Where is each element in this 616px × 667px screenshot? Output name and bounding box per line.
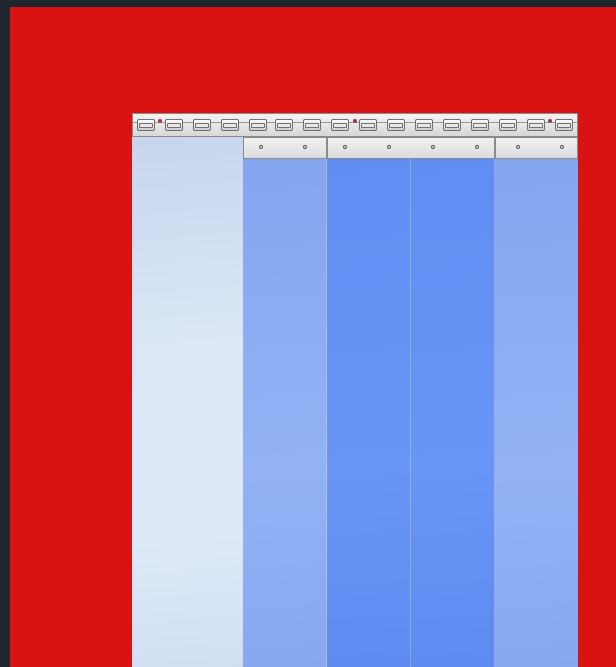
plate-hole	[560, 145, 564, 149]
image-canvas	[10, 7, 616, 667]
rail-clip	[527, 119, 545, 131]
rail-clip	[443, 119, 461, 131]
plate-hole	[259, 145, 263, 149]
window-frame-left	[0, 0, 10, 667]
rail-clip	[415, 119, 433, 131]
hanger-plate	[243, 137, 327, 159]
mounting-rail	[132, 113, 578, 137]
rail-clip	[303, 119, 321, 131]
plate-hole	[475, 145, 479, 149]
rail-clip	[275, 119, 293, 131]
plate-hole	[431, 145, 435, 149]
curtain-strip-blue	[327, 159, 411, 667]
hanger-plate	[495, 137, 578, 159]
plate-hole	[387, 145, 391, 149]
window-frame-top	[0, 0, 616, 7]
rail-clip	[165, 119, 183, 131]
curtain-strip-light-blue	[243, 159, 327, 667]
rail-clip	[221, 119, 239, 131]
plate-hole	[303, 145, 307, 149]
curtain-strip-light-blue	[495, 159, 578, 667]
strip-curtain-illustration	[132, 113, 578, 667]
rail-screw	[158, 119, 162, 123]
hanger-plate	[327, 137, 495, 159]
plate-hole	[343, 145, 347, 149]
rail-clip	[471, 119, 489, 131]
rail-clip	[137, 119, 155, 131]
curtain-strip-blue	[411, 159, 495, 667]
rail-clip	[249, 119, 267, 131]
rail-clip	[331, 119, 349, 131]
rail-clip	[359, 119, 377, 131]
plate-hole	[516, 145, 520, 149]
rail-clip	[499, 119, 517, 131]
curtain-strip-clear	[132, 130, 243, 667]
rail-screw	[353, 119, 357, 123]
rail-screw	[548, 119, 552, 123]
rail-clip	[193, 119, 211, 131]
rail-clip	[387, 119, 405, 131]
rail-clip	[555, 119, 573, 131]
